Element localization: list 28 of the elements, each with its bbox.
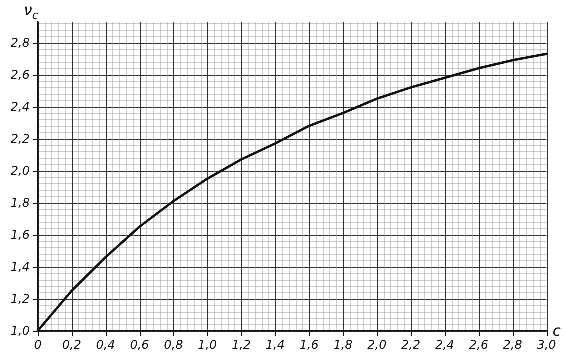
- x-tick-label: 2,2: [402, 338, 421, 352]
- y-tick-label: 2,6: [10, 68, 30, 82]
- x-tick-label: 1,4: [266, 338, 285, 352]
- x-tick-label: 0: [34, 338, 42, 352]
- y-tick-label: 2,8: [10, 36, 30, 50]
- y-tick-label: 1,4: [10, 260, 30, 274]
- x-tick-label: 2,0: [368, 338, 388, 352]
- y-tick-label: 1,2: [10, 292, 30, 306]
- y-tick-label: 2,4: [10, 100, 30, 114]
- x-tick-label: 2,6: [469, 338, 489, 352]
- x-tick-label: 0,2: [62, 338, 82, 352]
- x-tick-label: 1,8: [334, 338, 354, 352]
- x-tick-label: 3,0: [537, 338, 557, 352]
- x-tick-label: 2,4: [435, 338, 455, 352]
- x-tick-label: 2,8: [503, 338, 523, 352]
- y-tick-label: 1,8: [10, 196, 30, 210]
- y-axis-title: ν$_{c}$: [24, 1, 38, 24]
- x-tick-label: 0,8: [164, 338, 184, 352]
- x-tick-label: 0,4: [96, 338, 116, 352]
- x-axis-title: c: [552, 322, 562, 340]
- y-tick-label: 2,0: [10, 164, 30, 178]
- x-tick-label: 1,0: [198, 338, 218, 352]
- y-tick-label: 2,2: [10, 132, 30, 146]
- x-tick-label: 1,2: [232, 338, 252, 352]
- y-tick-label: 1,6: [10, 228, 30, 242]
- x-tick-label: 0,6: [130, 338, 150, 352]
- x-tick-label: 1,6: [300, 338, 320, 352]
- y-tick-label: 1,0: [10, 324, 30, 338]
